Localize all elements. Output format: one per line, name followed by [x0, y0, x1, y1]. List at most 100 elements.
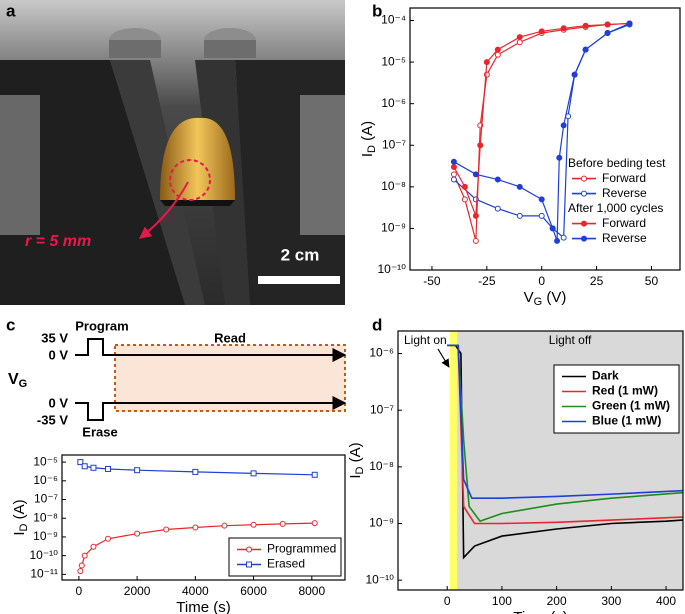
label-main: V [524, 289, 534, 306]
marker [246, 546, 252, 553]
y-tick-label: 10⁻⁵ [381, 54, 406, 68]
y-tick-label: 10⁻⁶ [369, 346, 394, 360]
marker [538, 196, 545, 203]
marker [582, 22, 589, 29]
marker [516, 39, 523, 46]
radius-arrow [139, 181, 189, 239]
marker [246, 561, 252, 568]
panel-label: d [372, 315, 382, 334]
marker [549, 225, 556, 232]
series-line [453, 22, 630, 217]
marker [450, 158, 457, 165]
plot-frame [409, 7, 681, 271]
label-sub: D [366, 145, 378, 153]
marker [604, 21, 611, 28]
marker [477, 142, 484, 149]
knob [204, 40, 256, 58]
marker [192, 468, 199, 475]
region-label: Light on [404, 333, 447, 347]
marker [134, 530, 141, 537]
marker [77, 459, 84, 466]
shadow [160, 200, 235, 206]
y-tick-label: 10⁻¹⁰ [378, 262, 407, 276]
plot-frame [397, 330, 684, 591]
y-tick-label: 10⁻⁸ [381, 179, 406, 193]
pulse-diagram [75, 338, 347, 421]
label-main: Time (s) [513, 609, 567, 614]
label-sub: D [354, 466, 366, 474]
y-tick-label: 10⁻⁶ [381, 96, 406, 110]
vg-sub: G [19, 378, 28, 390]
series [450, 20, 633, 219]
series [447, 344, 683, 499]
marker [450, 171, 457, 178]
marker [192, 524, 199, 531]
y-tick-label: 10⁻⁹ [369, 516, 394, 530]
x-axis-label: VG (V) [524, 289, 567, 308]
knob [109, 40, 161, 58]
marker [516, 34, 523, 41]
y-tick-label: 10⁻⁹ [33, 529, 58, 543]
y-tick-label: 10⁻⁷ [382, 137, 406, 151]
marker [494, 51, 501, 58]
marker [604, 30, 611, 37]
marker [221, 522, 228, 529]
diagram-label: Erase [82, 424, 117, 439]
x-tick-label: 2000 [124, 584, 151, 598]
marker [554, 237, 561, 244]
panel-label: a [6, 1, 16, 20]
program-trace [75, 338, 347, 362]
marker [560, 25, 567, 32]
marker [516, 212, 523, 219]
y-tick-label: 10⁻⁶ [33, 473, 58, 487]
marker [250, 470, 257, 477]
marker [560, 234, 567, 241]
y-tick-label: 10⁻⁵ [33, 454, 58, 468]
marker [494, 205, 501, 212]
label-unit: (A) [359, 121, 376, 145]
series [450, 20, 633, 244]
marker [560, 122, 567, 129]
plot-frame [61, 454, 346, 581]
marker [494, 176, 501, 183]
scale-label: 2 cm [281, 245, 320, 264]
legend-label: Red (1 mW) [592, 384, 658, 398]
x-tick-label: 6000 [240, 584, 267, 598]
x-tick-label: 200 [547, 594, 567, 608]
flexible-device [160, 117, 235, 200]
label-main: Time (s) [176, 599, 230, 614]
x-tick-label: 50 [645, 274, 659, 288]
marker [538, 212, 545, 219]
radius-label: r = 5 mm [25, 233, 91, 250]
marker [163, 526, 170, 533]
marker [90, 543, 97, 550]
y-axis-label: ID (A) [347, 442, 366, 478]
marker [461, 196, 468, 203]
erase-trace [75, 396, 347, 421]
y-tick-label: 10⁻¹⁰ [30, 548, 59, 562]
x-tick-label: 25 [590, 274, 604, 288]
marker [472, 237, 479, 244]
legend-box [228, 537, 342, 577]
label-main: I [11, 531, 28, 535]
marker [77, 568, 84, 575]
marker [581, 235, 587, 242]
legend-label: Green (1 mW) [592, 399, 670, 413]
y-tick-label: 10⁻⁹ [381, 221, 406, 235]
x-tick-label: 8000 [298, 584, 325, 598]
y-tick-label: 10⁻⁷ [34, 492, 58, 506]
marker [81, 552, 88, 559]
legend-label: Forward [602, 171, 646, 185]
marker [538, 28, 545, 35]
x-tick-label: 0 [444, 594, 451, 608]
rod [300, 95, 345, 235]
marker [582, 46, 589, 53]
marker [78, 562, 85, 569]
y-tick-label: 10⁻⁴ [381, 13, 406, 27]
marker [472, 212, 479, 219]
marker [450, 164, 457, 171]
marker [581, 220, 587, 227]
label-unit: (V) [542, 289, 566, 306]
series-line [453, 22, 630, 242]
